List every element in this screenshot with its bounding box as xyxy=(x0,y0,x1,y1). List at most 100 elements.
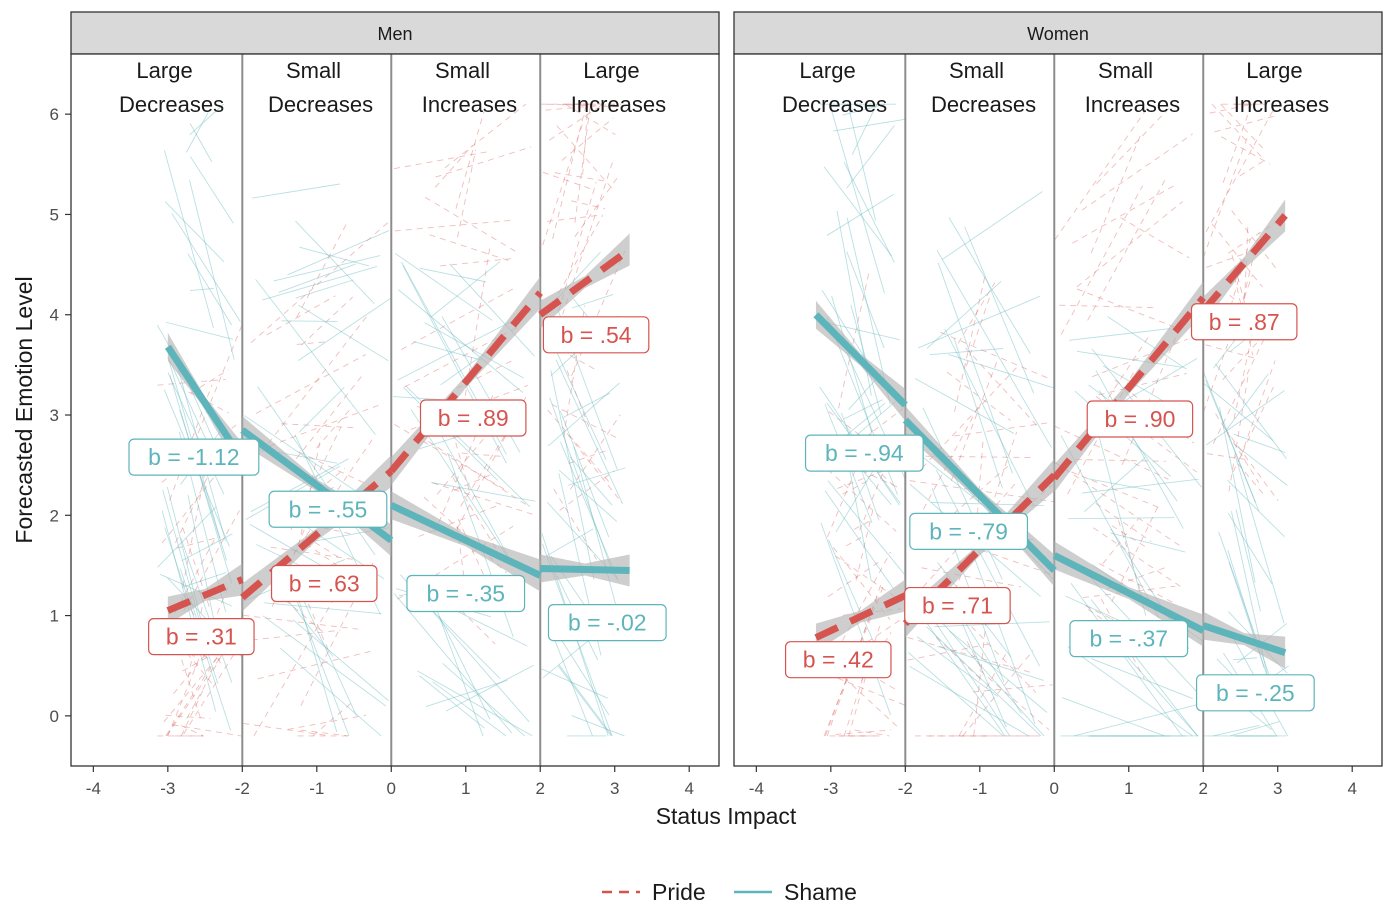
shame-participant-line xyxy=(1095,370,1184,529)
shame-participant-line xyxy=(279,647,382,737)
pride-participant-line xyxy=(1211,223,1263,288)
pride-participant-line xyxy=(301,296,354,346)
pride-participant-line xyxy=(1081,133,1193,211)
shame-participant-line xyxy=(549,626,593,737)
shame-participant-line xyxy=(292,619,389,701)
pride-participant-line xyxy=(1102,518,1139,565)
pride-participant-line xyxy=(972,684,1053,693)
panel-strip xyxy=(70,11,720,55)
shame-participant-line xyxy=(1082,478,1199,494)
shame-fit-line xyxy=(1052,552,1205,634)
pride-participant-line xyxy=(300,729,349,737)
shame-participant-line xyxy=(159,573,233,607)
slope-label-box xyxy=(148,618,255,656)
slope-label-text: b = -.25 xyxy=(1216,680,1295,706)
panel-title: Women xyxy=(1027,24,1089,44)
shame-participant-line xyxy=(1068,517,1175,520)
shame-participant-line xyxy=(1202,371,1256,503)
slope-label-text: b = .63 xyxy=(289,570,360,596)
shame-participant-line xyxy=(843,399,883,420)
pride-participant-line xyxy=(243,614,359,630)
pride-participant-line xyxy=(1076,201,1184,288)
shame-participant-line xyxy=(429,414,509,557)
pride-participant-line xyxy=(965,347,1039,427)
x-tick-label: 2 xyxy=(536,779,545,798)
shame-participant-line xyxy=(395,253,493,321)
shame-participant-line xyxy=(546,528,594,557)
pride-participant-line xyxy=(251,629,341,641)
shame-participant-line xyxy=(842,103,886,116)
pride-participant-line xyxy=(1111,525,1148,548)
y-tick-label: 6 xyxy=(50,105,59,124)
pride-participant-line xyxy=(853,519,873,530)
pride-participant-line xyxy=(1120,217,1190,259)
pride-participant-line xyxy=(1224,428,1279,502)
shame-participant-line xyxy=(1076,350,1182,368)
pride-participant-line xyxy=(953,422,1049,437)
shame-participant-line xyxy=(559,410,610,538)
pride-participant-line xyxy=(1232,386,1274,473)
pride-participant-line xyxy=(547,214,603,222)
shame-participant-line xyxy=(1233,443,1288,486)
shame-participant-line xyxy=(182,571,227,588)
shame-participant-line xyxy=(1203,383,1274,442)
region-label-line2: Increases xyxy=(1234,92,1329,117)
pride-participant-line xyxy=(541,215,603,323)
shame-participant-line xyxy=(948,354,1055,389)
y-axis-title: Forecasted Emotion Level xyxy=(11,276,37,543)
pride-participant-line xyxy=(190,369,229,394)
shame-participant-line xyxy=(1226,373,1269,430)
pride-participant-line xyxy=(307,603,329,650)
shame-participant-line xyxy=(1213,724,1260,737)
shame-participant-line xyxy=(1091,658,1193,700)
shame-participant-line xyxy=(1215,363,1287,459)
shame-participant-line xyxy=(1084,457,1146,512)
shame-participant-line xyxy=(552,343,607,460)
x-tick-label: -1 xyxy=(972,779,987,798)
pride-participant-line xyxy=(1205,344,1256,359)
shame-participant-line xyxy=(937,645,1044,681)
shame-participant-line xyxy=(1060,435,1160,618)
region-label-line2: Increases xyxy=(571,92,666,117)
x-tick-label: 1 xyxy=(1124,779,1133,798)
pride-participant-line xyxy=(1055,462,1182,548)
shame-participant-line xyxy=(1098,437,1147,616)
pride-participant-line xyxy=(859,448,893,531)
pride-participant-line xyxy=(957,282,996,344)
shame-participant-line xyxy=(181,533,233,562)
shame-participant-line xyxy=(1232,657,1257,661)
pride-slope-label: b = .90 xyxy=(1086,400,1194,438)
pride-participant-line xyxy=(955,610,1037,693)
shame-participant-line xyxy=(1234,455,1285,624)
slope-label-box xyxy=(406,574,526,613)
shame-participant-line xyxy=(295,220,375,304)
shame-participant-line xyxy=(562,392,610,419)
slope-label-box xyxy=(270,564,378,603)
shame-participant-line xyxy=(827,322,900,341)
y-tick-label: 1 xyxy=(50,607,59,626)
region-label-line2: Increases xyxy=(1085,92,1180,117)
region-label-line1: Large xyxy=(136,58,192,83)
pride-fit-line xyxy=(814,592,907,641)
shame-participant-line xyxy=(164,201,225,263)
shame-participant-line xyxy=(963,529,1036,725)
shame-participant-line xyxy=(1235,509,1261,612)
pride-participant-line xyxy=(838,270,870,409)
pride-participant-line xyxy=(180,689,204,737)
shame-participant-line xyxy=(964,226,1035,394)
pride-slope-label: b = .63 xyxy=(270,564,378,603)
pride-participant-line xyxy=(172,724,242,737)
pride-participant-line xyxy=(973,622,987,736)
shame-participant-line xyxy=(1062,697,1165,737)
shame-participant-line xyxy=(555,359,623,503)
shame-participant-line xyxy=(163,150,214,329)
slope-label-text: b = .31 xyxy=(166,624,237,650)
shame-participant-line xyxy=(262,615,387,707)
x-tick-label: -1 xyxy=(309,779,324,798)
shame-fit-line xyxy=(902,417,1057,573)
pride-participant-line xyxy=(243,722,331,737)
shame-participant-line xyxy=(567,467,626,486)
pride-participant-line xyxy=(845,534,866,547)
pride-participant-line xyxy=(547,409,610,482)
shame-participant-line xyxy=(846,251,885,349)
